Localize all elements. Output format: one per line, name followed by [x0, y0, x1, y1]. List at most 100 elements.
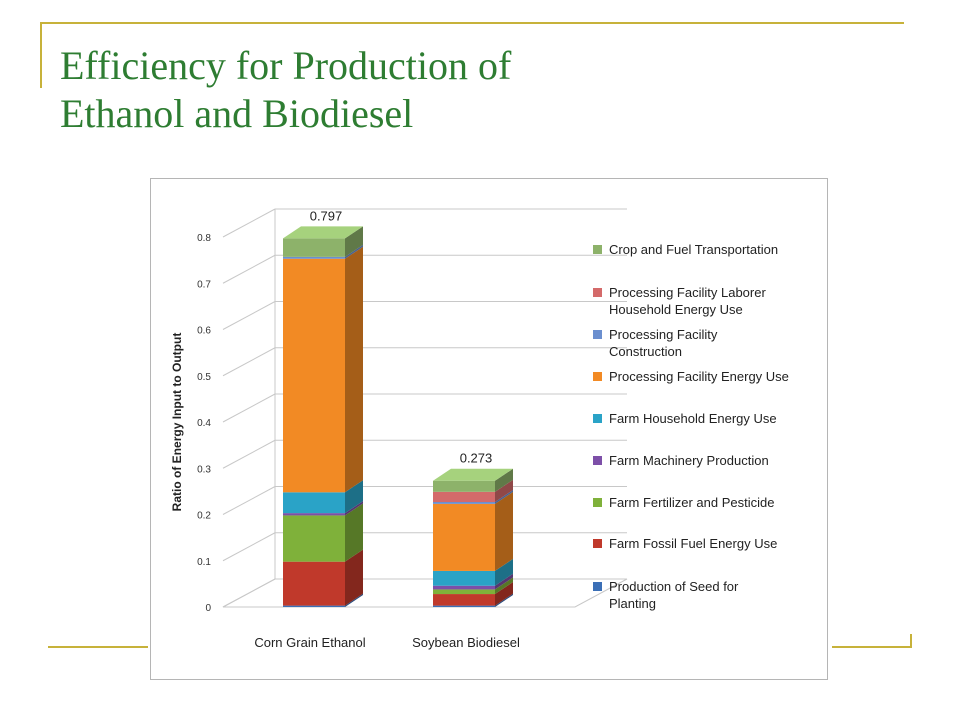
grid-line — [222, 532, 276, 562]
legend-label: Farm Household Energy Use — [609, 410, 777, 427]
grid-line — [222, 439, 276, 469]
legend-label: Farm Fertilizer and Pesticide — [609, 494, 774, 511]
bar-segment-side — [345, 549, 363, 606]
bar-segment-side — [345, 503, 363, 562]
y-tick-label: 0.5 — [197, 372, 211, 383]
bar-segment — [433, 480, 495, 492]
slide-title-line-2: Ethanol and Biodiesel — [60, 91, 414, 136]
bar-segment — [283, 561, 345, 606]
legend-item: Crop and Fuel Transportation — [593, 241, 778, 258]
legend-item: Farm Fertilizer and Pesticide — [593, 494, 774, 511]
grid-line — [222, 301, 276, 330]
grid-line — [222, 486, 276, 515]
top-accent-rule — [40, 22, 904, 24]
bar-segment-side — [345, 593, 363, 607]
legend-item: Farm Machinery Production — [593, 452, 769, 469]
bar-segment — [283, 238, 345, 257]
bar-segment-side — [495, 490, 513, 504]
bottom-right-accent-rule — [832, 646, 912, 648]
legend-label-line: Crop and Fuel Transportation — [609, 242, 779, 257]
bar-segment — [283, 258, 345, 493]
grid-line — [222, 347, 276, 377]
bar-segment — [433, 605, 495, 607]
total-data-label: 0.797 — [310, 208, 343, 223]
y-tick-label: 0.7 — [197, 279, 211, 290]
slide-title-line-1: Efficiency for Production of — [60, 43, 512, 88]
legend-swatch — [593, 245, 602, 254]
y-tick-label: 0.1 — [197, 557, 211, 568]
legend-label: Processing Facility Energy Use — [609, 368, 789, 385]
legend-swatch — [593, 330, 602, 339]
legend-label: Processing Facility Construction — [609, 326, 717, 360]
bar-segment — [433, 502, 495, 504]
legend-label: Farm Fossil Fuel Energy Use — [609, 535, 777, 552]
bar-segment — [433, 594, 495, 606]
bar-segment-side — [345, 501, 363, 516]
bar-segment-side — [345, 480, 363, 514]
slide-title: Efficiency for Production of Ethanol and… — [60, 42, 780, 138]
bar-segment-side — [345, 226, 363, 257]
bar-top-face — [283, 226, 363, 239]
grid-line — [222, 393, 276, 423]
bar-segment-side — [495, 593, 513, 607]
legend-label: Crop and Fuel Transportation — [609, 241, 778, 258]
legend-swatch — [593, 288, 602, 297]
right-accent-tick — [910, 634, 912, 648]
legend-label-line: Farm Household Energy Use — [609, 411, 777, 426]
legend-item: Farm Fossil Fuel Energy Use — [593, 535, 777, 552]
y-tick-label: 0.3 — [197, 464, 211, 475]
legend-label-line: Farm Machinery Production — [609, 453, 769, 468]
legend-label-line: Processing Facility Energy Use — [609, 369, 789, 384]
y-tick-label: 0 — [205, 603, 211, 614]
bar-segment-side — [495, 491, 513, 571]
bar-segment — [283, 605, 345, 607]
y-axis-label: Ratio of Energy Input to Output — [170, 333, 184, 512]
stacked-bar-chart: 0 0.1 0.2 0.3 0.4 0.5 0.6 0.7 0.8 Ratio of Energy… — [170, 208, 628, 650]
bar-segment — [283, 515, 345, 562]
legend-label: Production of Seed for Planting — [609, 578, 738, 612]
bar-segment-side — [345, 246, 363, 493]
y-tick-label: 0.6 — [197, 326, 211, 337]
grid-line — [222, 254, 276, 284]
legend-item: Processing Facility Construction — [593, 326, 717, 360]
legend-label-line: Planting — [609, 596, 656, 611]
total-data-label: 0.273 — [460, 451, 493, 466]
legend-swatch — [593, 456, 602, 465]
bar-segment-side — [495, 573, 513, 590]
legend-item: Processing Facility Laborer Household Ene… — [593, 284, 766, 318]
y-tick-label: 0.8 — [197, 233, 211, 244]
bar-segment — [283, 492, 345, 514]
legend-item: Production of Seed for Planting — [593, 578, 738, 612]
bar-segment — [283, 256, 345, 259]
bar-segment — [433, 570, 495, 586]
bar-segment — [433, 503, 495, 571]
legend-label-line: Production of Seed for — [609, 579, 739, 594]
bottom-left-accent-rule — [48, 646, 148, 648]
legend-label-line: Farm Fertilizer and Pesticide — [609, 495, 775, 510]
bar-segment-side — [495, 577, 513, 595]
legend-swatch — [593, 372, 602, 381]
legend-item: Processing Facility Energy Use — [593, 368, 789, 385]
bar-segment-side — [345, 244, 363, 259]
legend-item: Farm Household Energy Use — [593, 410, 777, 427]
chart-frame: 0 0.1 0.2 0.3 0.4 0.5 0.6 0.7 0.8 Ratio of Energy… — [150, 178, 828, 680]
legend-label-line: Household Energy Use — [609, 302, 743, 317]
grid-line — [222, 208, 276, 238]
left-accent-rule — [40, 22, 42, 88]
bar-segment — [433, 585, 495, 590]
bar-segment — [433, 491, 495, 503]
x-category-label: Corn Grain Ethanol — [254, 635, 365, 650]
y-tick-label: 0.2 — [197, 511, 211, 522]
bar-segment-side — [495, 468, 513, 492]
bar-segment-side — [495, 558, 513, 586]
y-tick-label: 0.4 — [197, 418, 211, 429]
legend-label: Processing Facility Laborer Household Ene… — [609, 284, 766, 318]
bar-top-face — [433, 468, 513, 481]
legend-label-line: Processing Facility Laborer — [609, 285, 766, 300]
legend-label-line: Farm Fossil Fuel Energy Use — [609, 536, 778, 551]
bar-segment — [283, 513, 345, 516]
bar-segment-side — [495, 582, 513, 606]
legend-label: Farm Machinery Production — [609, 452, 769, 469]
x-category-label: Soybean Biodiesel — [412, 635, 520, 650]
legend-swatch — [593, 539, 602, 548]
